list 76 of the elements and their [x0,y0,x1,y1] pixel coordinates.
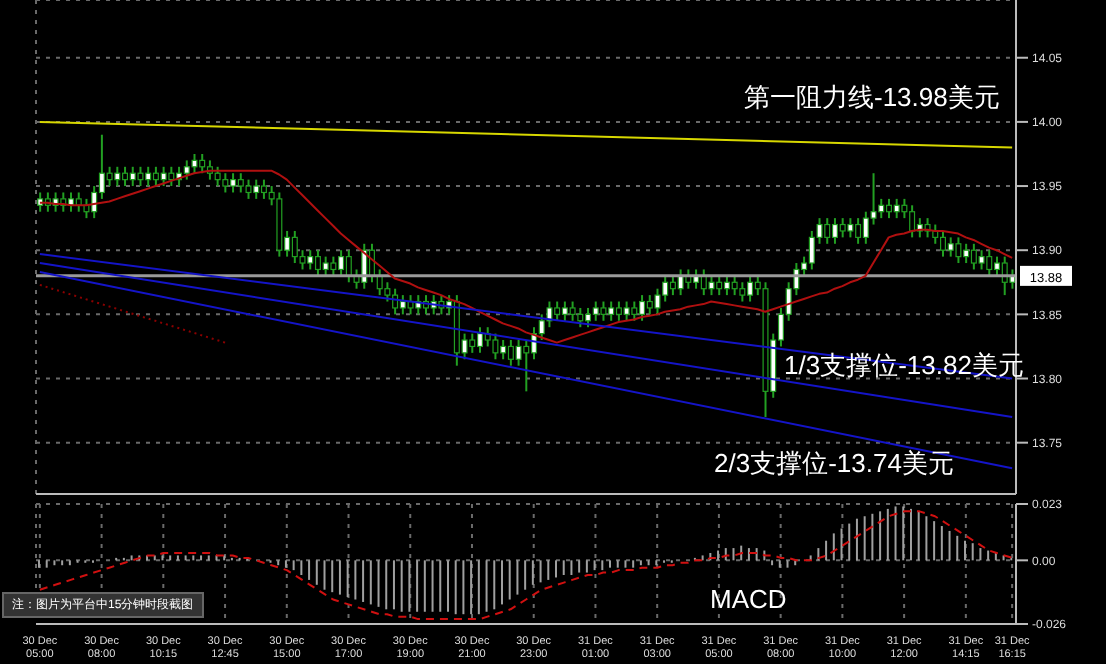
candlestick [253,178,260,200]
candlestick [230,172,237,194]
candlestick [469,332,476,354]
candlestick [855,217,862,245]
candlestick [939,229,946,258]
candlestick [947,236,954,258]
candlestick [399,294,406,316]
candlestick [137,165,144,188]
candlestick [114,165,121,188]
candlestick [392,287,399,316]
candlestick [970,242,977,271]
candlestick [245,178,252,200]
candlestick [994,255,1001,277]
candlestick [152,165,159,188]
candlestick [477,326,483,354]
candlestick [669,274,676,297]
candlestick [183,159,190,181]
candlestick [145,165,152,188]
candlestick [592,300,599,322]
candlestick [83,197,90,220]
candlestick [808,229,815,271]
candlestick [646,294,653,316]
candlestick [191,152,198,175]
candlestick [662,274,669,303]
candlestick [631,300,638,322]
candlestick [847,217,854,239]
candlestick [307,249,314,271]
candlestick [608,300,615,322]
candlestick [716,274,723,297]
candlestick [615,300,622,322]
candlestick [600,300,607,322]
candlestick [885,197,892,220]
candlestick [237,172,244,194]
candlestick [862,210,869,245]
candlestick [106,165,113,188]
candlestick [291,229,298,265]
candlestick [561,300,568,322]
candlestick [199,152,206,175]
candlestick [708,274,715,297]
annotation: 2/3支撑位-13.74美元 [714,446,954,482]
candlestick [824,217,831,245]
candlestick [569,300,576,322]
candlestick [160,165,167,188]
candlestick [739,281,746,303]
candlestick [330,255,337,277]
candlestick [492,332,499,361]
candlestick [507,339,514,367]
candlestick [554,300,561,322]
candlestick [731,274,738,297]
candlestick [338,249,345,277]
candlestick [500,339,507,361]
candlestick [214,165,221,188]
candlestick [168,165,175,188]
candlestick [322,255,329,277]
candlestick [831,217,838,245]
annotation: 第一阻力线-13.98美元 [744,80,1000,116]
candlestick [723,274,730,297]
candlestick [314,249,321,277]
candlestick [909,204,916,239]
candlestick [222,172,229,194]
candlestick [986,249,993,277]
candlestick [839,217,846,239]
candlestick [623,300,630,322]
candlestick [978,249,985,271]
candlestick [129,165,136,188]
candlestick [747,274,754,303]
candlestick [893,197,900,220]
candlestick [639,294,646,322]
candlestick [577,306,584,329]
candlestick [585,306,592,329]
annotation: MACD [710,584,787,614]
candlestick [955,236,962,265]
candlestick [260,178,267,200]
candlestick [963,242,970,265]
candlestick [122,165,129,188]
candlestick [523,339,530,393]
